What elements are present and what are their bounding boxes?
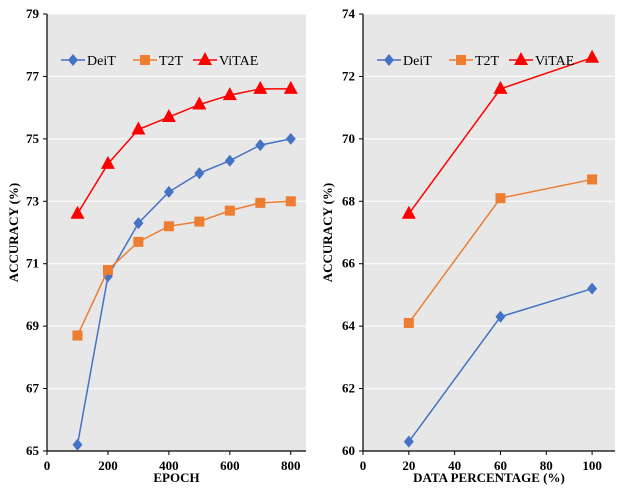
data-point <box>100 155 115 169</box>
x-axis-title: EPOCH <box>153 470 199 485</box>
y-tick-label: 66 <box>342 256 356 271</box>
y-tick-label: 73 <box>26 193 40 208</box>
x-tick-label: 0 <box>360 458 367 473</box>
data-point <box>102 264 113 275</box>
series-t2t <box>403 174 598 329</box>
data-point <box>224 205 235 216</box>
data-point <box>493 80 508 94</box>
legend: DeiT T2T ViTAE <box>61 52 258 69</box>
y-tick-label: 65 <box>26 443 40 458</box>
x-tick-label: 80 <box>540 458 553 473</box>
data-point <box>285 132 296 145</box>
legend-marker <box>140 55 150 65</box>
data-point <box>283 80 298 94</box>
legend-label: ViTAE <box>535 54 574 69</box>
legend-marker <box>456 55 466 65</box>
data-point <box>495 193 506 204</box>
data-point <box>222 87 237 101</box>
data-point <box>253 80 268 94</box>
y-tick-label: 62 <box>342 381 355 396</box>
data-point <box>255 197 266 208</box>
data-point <box>585 49 600 63</box>
plot-area <box>363 14 615 451</box>
x-tick-label: 600 <box>220 458 240 473</box>
y-tick-label: 70 <box>342 131 355 146</box>
y-tick-label: 64 <box>342 318 356 333</box>
data-point <box>224 154 235 167</box>
y-tick-label: 79 <box>26 6 40 21</box>
y-tick-label: 77 <box>26 68 40 83</box>
y-tick-label: 68 <box>342 193 356 208</box>
series-vitae <box>70 80 298 219</box>
series-deit <box>72 132 296 451</box>
data-point <box>161 109 176 123</box>
legend-label: T2T <box>159 54 184 69</box>
data-point <box>72 330 83 341</box>
data-point <box>401 205 416 219</box>
data-point <box>255 139 266 152</box>
series-line <box>76 200 291 336</box>
y-axis-title: ACCURACY (%) <box>320 183 335 283</box>
y-tick-label: 72 <box>342 68 355 83</box>
data-point <box>587 282 598 295</box>
data-point <box>403 435 414 448</box>
y-tick-label: 60 <box>342 443 355 458</box>
legend-label: DeiT <box>403 54 432 69</box>
data-point <box>495 310 506 323</box>
legend-marker <box>384 54 394 66</box>
data-point <box>70 205 85 219</box>
data-point <box>72 438 83 451</box>
x-tick-label: 100 <box>582 458 602 473</box>
data-point <box>163 221 174 232</box>
series-vitae <box>401 49 600 219</box>
y-tick-label: 69 <box>26 318 40 333</box>
epoch-chart: 65 67 69 71 73 75 77 79 0 200 400 600 800 EPOCH ACCURA… <box>6 6 306 485</box>
y-tick-label: 75 <box>26 131 40 146</box>
x-tick-label: 200 <box>98 458 118 473</box>
series-deit <box>403 282 598 448</box>
data-point <box>194 167 205 180</box>
x-tick-label: 400 <box>159 458 179 473</box>
y-axis-title: ACCURACY (%) <box>6 183 21 283</box>
legend-marker <box>198 52 212 65</box>
legend-marker <box>514 52 528 65</box>
series-line <box>76 138 291 445</box>
legend-label: T2T <box>475 54 500 69</box>
data-point <box>133 217 144 230</box>
data-point <box>403 318 414 329</box>
y-tick-label: 71 <box>26 256 39 271</box>
series-t2t <box>72 196 296 341</box>
y-tick-label: 67 <box>26 381 40 396</box>
legend-label: ViTAE <box>219 54 258 69</box>
legend-marker <box>68 54 78 66</box>
x-tick-label: 60 <box>494 458 507 473</box>
data-point <box>131 121 146 135</box>
data-point <box>133 236 144 247</box>
data-point <box>163 185 174 198</box>
data-percentage-chart: 60 62 64 66 68 70 72 74 0 20 40 60 80 100 DATA PERCENT… <box>320 6 615 485</box>
x-tick-label: 20 <box>402 458 415 473</box>
x-tick-label: 40 <box>448 458 461 473</box>
x-tick-label: 0 <box>44 458 51 473</box>
plot-area <box>47 14 306 451</box>
data-point <box>192 96 207 110</box>
legend-label: DeiT <box>87 54 116 69</box>
x-axis-title: DATA PERCENTAGE (%) <box>413 470 565 485</box>
data-point <box>285 196 296 207</box>
y-tick-label: 74 <box>342 6 356 21</box>
data-point <box>587 174 598 185</box>
x-tick-label: 800 <box>281 458 301 473</box>
data-point <box>194 216 205 227</box>
series-line <box>76 88 291 215</box>
legend: DeiT T2T ViTAE <box>377 52 574 69</box>
